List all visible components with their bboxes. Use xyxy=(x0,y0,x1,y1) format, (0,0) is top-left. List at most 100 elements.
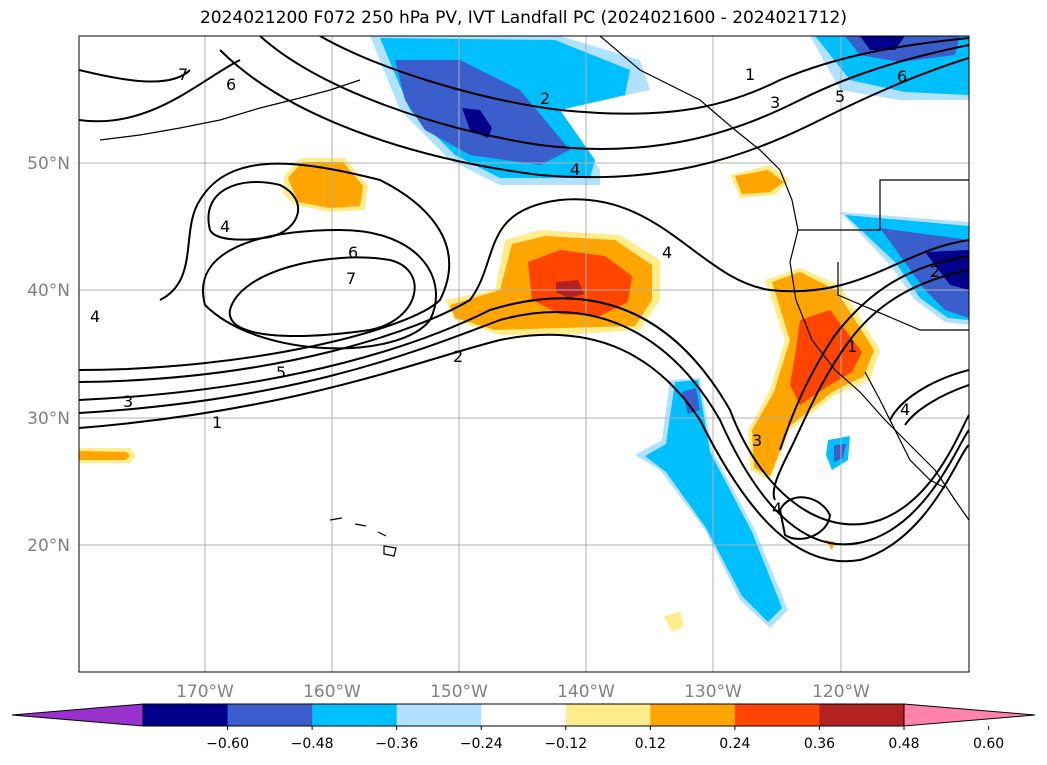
contour-label: 4 xyxy=(570,160,580,179)
colorbar-segment xyxy=(143,704,229,726)
positive-anomaly-central-max xyxy=(556,280,584,298)
lon-label: 140°W xyxy=(557,682,615,702)
contour-label: 1 xyxy=(847,337,857,356)
coastlines xyxy=(99,36,969,557)
contour-7-loop xyxy=(202,228,437,350)
negative-anomaly-northeast-max xyxy=(860,36,905,50)
colorbar-segment xyxy=(227,704,313,726)
negative-anomaly-north-central-max xyxy=(462,108,492,138)
contour-5 xyxy=(79,162,451,371)
contour-label: 3 xyxy=(770,93,780,112)
map-title: 2024021200 F072 250 hPa PV, IVT Landfall… xyxy=(199,8,847,28)
contour-label: 7 xyxy=(346,269,356,288)
lat-label: 20°N xyxy=(27,536,70,556)
colorbar-segment xyxy=(396,704,482,726)
positive-anomaly-northwest-core xyxy=(288,162,363,208)
lat-label: 40°N xyxy=(27,281,70,301)
colorbar-tick-label: −0.48 xyxy=(291,736,334,752)
contour-6-loop xyxy=(228,256,416,337)
lat-label: 50°N xyxy=(27,154,70,174)
colorbar-tick-label: −0.12 xyxy=(544,736,587,752)
negative-anomaly-east-deep xyxy=(880,228,969,318)
negative-anomaly-small-deep xyxy=(834,444,846,462)
lon-label: 160°W xyxy=(303,682,361,702)
contour-label: 4 xyxy=(90,307,100,326)
colorbar-tick-label: −0.60 xyxy=(206,736,249,752)
contour-north-3 xyxy=(219,49,969,179)
contour-label: 3 xyxy=(123,392,133,411)
contour-1 xyxy=(79,333,969,563)
baja-peninsula xyxy=(864,371,946,489)
lon-label: 150°W xyxy=(430,682,488,702)
colorbar-tick-label: 0.36 xyxy=(804,736,835,752)
latitude-labels: 50°N 40°N 30°N 20°N xyxy=(27,154,70,556)
contour-label: 2 xyxy=(453,347,463,366)
contour-label: 2 xyxy=(930,262,940,281)
contour-2 xyxy=(79,311,969,546)
colorbar-frame xyxy=(142,703,905,727)
positive-anomaly-west-edge-core xyxy=(79,451,130,460)
contour-label: 1 xyxy=(212,413,222,432)
negative-anomaly-north-central-deep xyxy=(395,60,570,165)
contour-4 xyxy=(79,198,969,383)
contour-label: 5 xyxy=(835,87,845,106)
contour-labels: 7 6 4 6 7 5 3 1 4 2 4 2 4 1 3 5 6 1 3 4 xyxy=(90,65,940,518)
colorbar-segment xyxy=(312,704,398,726)
state-border-1 xyxy=(837,262,969,331)
lon-label: 120°W xyxy=(812,682,870,702)
positive-anomaly-south-small xyxy=(664,612,684,632)
contour-label: 3 xyxy=(752,431,762,450)
contour-east-inner-2 xyxy=(904,384,969,426)
contour-east-trough xyxy=(772,269,969,501)
contour-label: 6 xyxy=(348,243,358,262)
colorbar-extend-low xyxy=(11,703,144,727)
colorbar-segment xyxy=(734,704,820,726)
aleutian-islands xyxy=(99,79,361,141)
colorbar-tick-label: 0.24 xyxy=(719,736,750,752)
contour-loop-west xyxy=(207,181,300,241)
contour-label: 4 xyxy=(662,243,672,262)
longitude-labels: 170°W 160°W 150°W 140°W 130°W 120°W xyxy=(176,682,870,702)
lat-label: 30°N xyxy=(27,409,70,429)
colorbar-segment xyxy=(481,704,567,726)
hawaii-islands xyxy=(329,517,397,557)
positive-anomaly-central-strong xyxy=(528,250,632,316)
colorbar: −0.60 −0.48 −0.36 −0.24 −0.12 0.12 0.24 0.36 0.4… xyxy=(11,703,1036,752)
negative-anomaly-south-band-deep xyxy=(682,388,700,414)
colorbar-segment xyxy=(650,704,736,726)
contour-north-2 xyxy=(259,36,969,150)
colorbar-tick-label: 0.12 xyxy=(635,736,666,752)
north-america-coast xyxy=(599,36,969,521)
lon-label: 170°W xyxy=(176,682,234,702)
colorbar-segment xyxy=(819,704,905,726)
contour-label: 7 xyxy=(178,65,188,84)
colorbar-tick-label: 0.48 xyxy=(888,736,919,752)
contour-label: 4 xyxy=(900,400,910,419)
contour-label: 4 xyxy=(772,499,782,518)
contour-east-inner xyxy=(889,369,969,421)
colorbar-segment xyxy=(565,704,651,726)
contour-label: 6 xyxy=(226,75,236,94)
contour-3 xyxy=(79,297,969,526)
map-panel: 7 6 4 6 7 5 3 1 4 2 4 2 4 1 3 5 6 1 3 4 xyxy=(78,35,970,673)
contour-north-5 xyxy=(79,69,191,83)
colorbar-extend-high xyxy=(903,703,1036,727)
contour-label: 6 xyxy=(897,67,907,86)
negative-anomaly-east-max xyxy=(925,250,969,290)
contour-southeast-loop xyxy=(778,496,832,540)
contour-label: 1 xyxy=(745,65,755,84)
pv-contours xyxy=(79,36,969,563)
colorbar-tick-label: −0.24 xyxy=(460,736,503,752)
positive-anomaly-coastal-core xyxy=(735,170,784,194)
contour-east-trough-2 xyxy=(779,255,969,451)
contour-label: 5 xyxy=(276,363,286,382)
map-frame xyxy=(78,35,970,673)
colorbar-tick-label: −0.36 xyxy=(375,736,418,752)
contour-label: 4 xyxy=(220,217,230,236)
colorbar-tick-label: 0.60 xyxy=(973,736,1004,752)
contour-label: 2 xyxy=(540,89,550,108)
us-border xyxy=(798,179,969,231)
lon-label: 130°W xyxy=(684,682,742,702)
contour-north-1 xyxy=(319,36,969,115)
